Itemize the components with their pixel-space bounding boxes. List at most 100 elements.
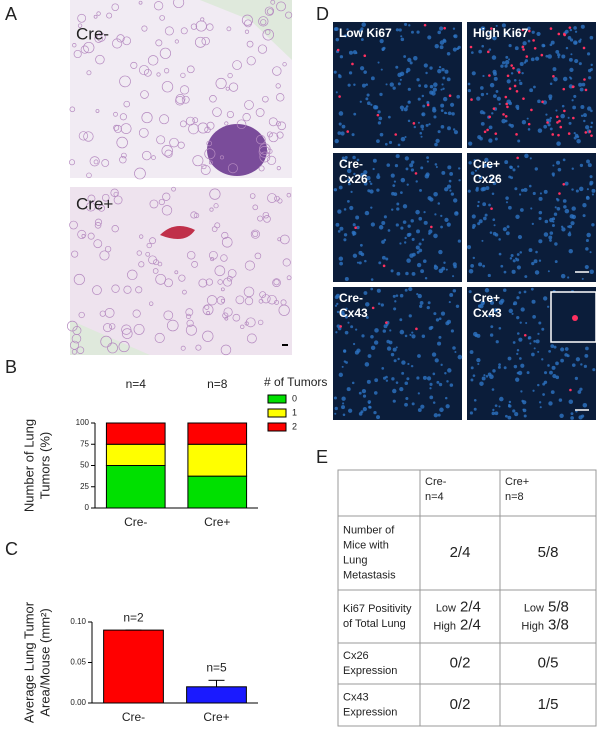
nucleus xyxy=(401,108,404,112)
nucleus xyxy=(518,337,523,342)
nucleus xyxy=(390,352,395,357)
nucleus xyxy=(428,229,433,234)
nucleus xyxy=(409,333,412,337)
legend-swatch xyxy=(267,408,287,418)
legend-swatch xyxy=(267,422,287,432)
stain xyxy=(512,66,515,70)
nucleus xyxy=(341,396,346,401)
alveolus xyxy=(158,198,165,206)
nucleus xyxy=(422,375,427,380)
alveolus xyxy=(258,165,265,172)
nucleus xyxy=(538,259,542,262)
alveolus xyxy=(204,126,211,134)
nucleus xyxy=(586,159,590,164)
alveolus xyxy=(265,29,271,35)
stain xyxy=(522,48,525,51)
alveolus xyxy=(163,310,174,321)
nucleus xyxy=(404,334,408,338)
nucleus xyxy=(416,292,419,296)
nucleus xyxy=(470,264,474,268)
nucleus xyxy=(422,259,427,263)
alveolus xyxy=(192,117,199,124)
nucleus xyxy=(415,180,418,183)
alveolus xyxy=(270,0,276,5)
nucleus xyxy=(538,216,542,221)
nucleus xyxy=(515,377,520,382)
alveolus xyxy=(149,199,159,209)
alveolus xyxy=(209,207,214,212)
nucleus xyxy=(445,321,450,326)
nucleus xyxy=(538,239,543,244)
alveolus xyxy=(258,146,271,158)
stain xyxy=(559,125,563,129)
nucleus xyxy=(525,322,528,325)
stain xyxy=(590,134,593,137)
nucleus xyxy=(388,140,393,145)
alveolus xyxy=(147,55,159,66)
alveolus xyxy=(154,332,165,343)
nucleus xyxy=(411,271,416,276)
nucleus xyxy=(368,180,371,183)
nucleus xyxy=(488,314,491,318)
stain xyxy=(492,107,496,110)
stain xyxy=(488,115,492,119)
nucleus xyxy=(497,365,501,369)
nucleus xyxy=(467,82,471,86)
alveolus xyxy=(262,211,270,219)
nucleus xyxy=(440,311,446,316)
nucleus xyxy=(449,189,452,192)
nucleus xyxy=(501,23,506,28)
nucleus xyxy=(493,76,498,81)
nucleus xyxy=(431,91,436,96)
nucleus xyxy=(352,253,358,258)
alveolus xyxy=(146,242,152,249)
alveolus xyxy=(116,136,128,149)
nucleus xyxy=(333,396,337,400)
nucleus xyxy=(503,288,507,292)
nucleus xyxy=(508,308,513,314)
nucleus xyxy=(416,30,420,34)
nucleus xyxy=(543,296,548,301)
nucleus xyxy=(477,362,480,366)
nucleus xyxy=(451,112,455,116)
nucleus xyxy=(528,184,532,188)
alveolus xyxy=(191,260,199,268)
alveolus xyxy=(242,113,251,122)
alveolus xyxy=(209,94,217,103)
nucleus xyxy=(489,82,495,88)
nucleus xyxy=(446,184,452,189)
nucleus xyxy=(392,86,396,90)
alveolus xyxy=(73,273,85,286)
nucleus xyxy=(411,237,415,241)
stain xyxy=(572,315,578,321)
nucleus xyxy=(378,225,384,230)
nucleus xyxy=(512,409,516,413)
bar xyxy=(186,686,247,704)
nucleus xyxy=(364,210,370,216)
nucleus xyxy=(376,139,380,144)
cell-value: 5/8 xyxy=(548,598,569,615)
nucleus xyxy=(427,35,432,40)
nucleus xyxy=(390,269,394,273)
nucleus xyxy=(407,87,411,91)
nucleus xyxy=(466,245,472,250)
nucleus xyxy=(343,238,347,242)
nucleus xyxy=(488,203,491,207)
nucleus xyxy=(553,345,557,349)
x-tick-label: Cre- xyxy=(122,710,145,724)
cell-text: n=4 xyxy=(425,491,444,503)
alveolus xyxy=(249,193,256,199)
nucleus xyxy=(514,46,519,51)
image-label: Cx26 xyxy=(473,172,502,186)
nucleus xyxy=(456,94,461,99)
alveolus xyxy=(69,106,76,113)
nucleus xyxy=(444,69,449,74)
nucleus xyxy=(372,167,375,171)
nucleus xyxy=(491,411,496,416)
nucleus xyxy=(506,225,510,229)
nucleus xyxy=(509,257,513,260)
alveolus xyxy=(280,234,290,245)
nucleus xyxy=(500,64,504,68)
alveolus xyxy=(267,294,277,305)
nucleus xyxy=(549,239,552,242)
